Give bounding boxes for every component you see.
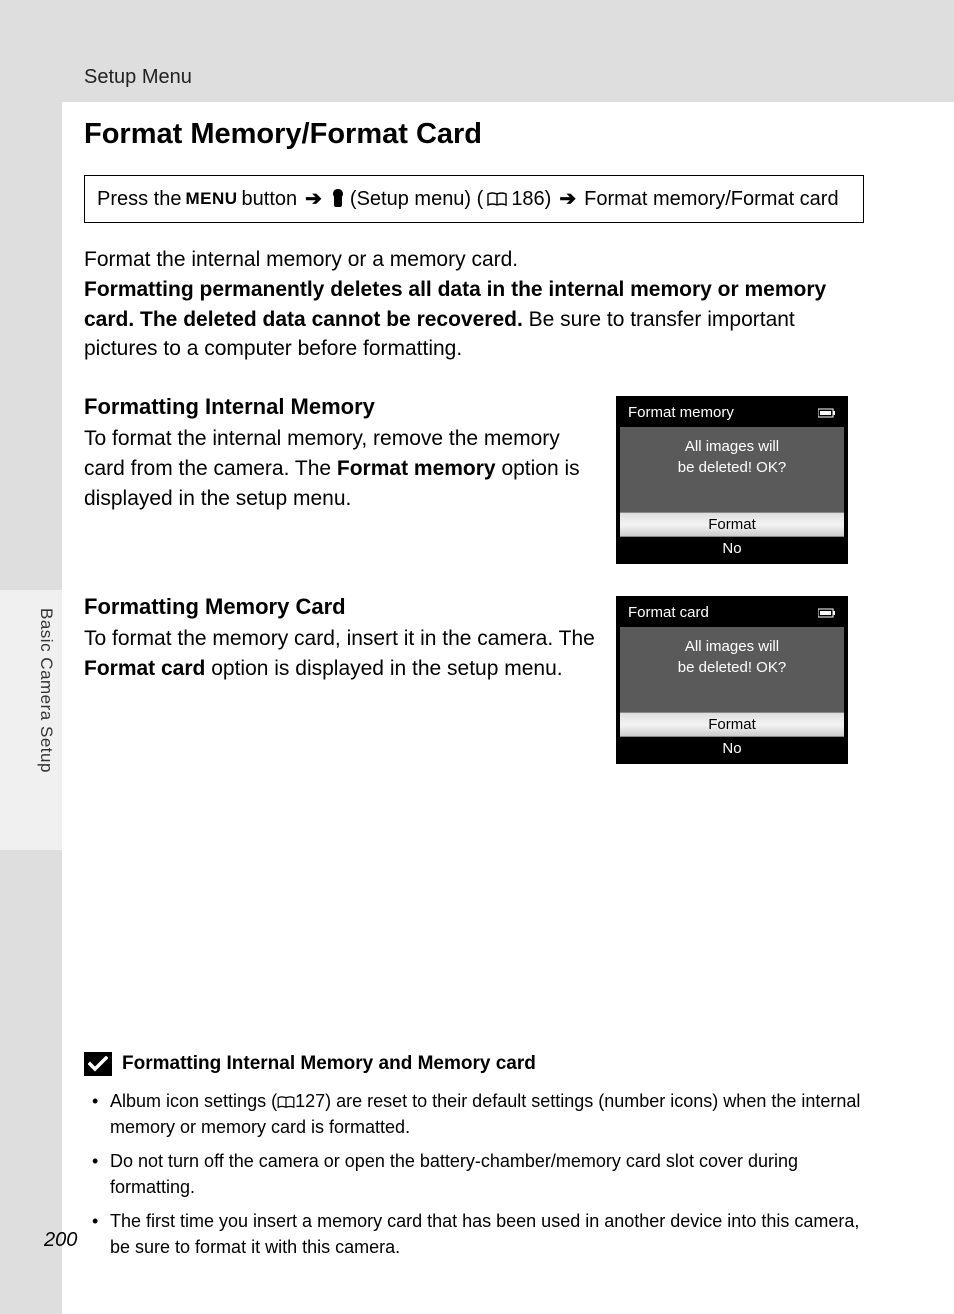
navpath-final: Format memory/Format card: [584, 186, 838, 212]
lcd2-option-no: No: [620, 737, 844, 760]
lcd-preview-format-card: Format card All images will be deleted! …: [616, 596, 848, 764]
lcd2-option-format: Format: [620, 712, 844, 737]
check-badge-icon: [84, 1052, 112, 1076]
battery-icon: [818, 408, 836, 418]
lcd2-title: Format card: [628, 604, 709, 621]
section2-text-a: To format the memory card, insert it in …: [84, 627, 595, 650]
section1-bold: Format memory: [337, 457, 496, 480]
notes-section: Formatting Internal Memory and Memory ca…: [84, 1052, 884, 1269]
notes-list: Album icon settings (127) are reset to t…: [84, 1088, 884, 1261]
navigation-path-box: Press the MENU button ➔ (Setup menu) ( 18…: [84, 175, 864, 223]
lcd2-msg1: All images will: [628, 637, 836, 657]
notes-item-2: Do not turn off the camera or open the b…: [104, 1148, 884, 1200]
lcd1-body: All images will be deleted! OK?: [620, 427, 844, 512]
section2-text: To format the memory card, insert it in …: [84, 624, 604, 684]
lcd1-msg1: All images will: [628, 437, 836, 457]
intro-line1: Format the internal memory or a memory c…: [84, 248, 518, 271]
intro-paragraph: Format the internal memory or a memory c…: [84, 245, 864, 364]
section-memory-card: Formatting Memory Card To format the mem…: [84, 594, 864, 764]
notes-item1-ref: 127: [295, 1091, 325, 1111]
navpath-prefix: Press the: [97, 186, 181, 212]
notes-item1-a: Album icon settings (: [110, 1091, 277, 1111]
page-number: 200: [44, 1229, 77, 1252]
lcd2-body: All images will be deleted! OK?: [620, 627, 844, 712]
section-internal-memory: Formatting Internal Memory To format the…: [84, 394, 864, 564]
lcd1-option-no: No: [620, 537, 844, 560]
lcd2-header: Format card: [620, 600, 844, 627]
section2-text-b: option is displayed in the setup menu.: [205, 657, 562, 680]
lcd2-msg2: be deleted! OK?: [628, 658, 836, 678]
arrow-icon: ➔: [559, 186, 576, 212]
book-icon: [487, 186, 507, 212]
breadcrumb: Setup Menu: [84, 66, 192, 89]
lcd1-msg2: be deleted! OK?: [628, 458, 836, 478]
section1-text: To format the internal memory, remove th…: [84, 424, 604, 513]
lcd1-title: Format memory: [628, 404, 734, 421]
notes-title: Formatting Internal Memory and Memory ca…: [122, 1053, 536, 1075]
manual-page: Basic Camera Setup Setup Menu Format Mem…: [0, 0, 954, 1314]
navpath-setup-label: (Setup menu) (: [350, 186, 483, 212]
lcd1-option-format: Format: [620, 512, 844, 537]
content: Format Memory/Format Card Press the MENU…: [84, 118, 864, 794]
lcd-preview-format-memory: Format memory All images will be deleted…: [616, 396, 848, 564]
notes-header: Formatting Internal Memory and Memory ca…: [84, 1052, 884, 1076]
notes-item-1: Album icon settings (127) are reset to t…: [104, 1088, 884, 1140]
lcd1-header: Format memory: [620, 400, 844, 427]
menu-button-label: MENU: [185, 188, 237, 210]
notes-item-3: The first time you insert a memory card …: [104, 1208, 884, 1260]
battery-icon: [818, 608, 836, 618]
book-icon: [277, 1091, 295, 1111]
arrow-icon: ➔: [305, 186, 322, 212]
side-tab-label: Basic Camera Setup: [36, 608, 56, 773]
navpath-after-menu: button: [242, 186, 298, 212]
page-title: Format Memory/Format Card: [84, 118, 864, 151]
wrench-icon: [330, 186, 346, 212]
navpath-ref1: 186): [511, 186, 551, 212]
section2-bold: Format card: [84, 657, 205, 680]
